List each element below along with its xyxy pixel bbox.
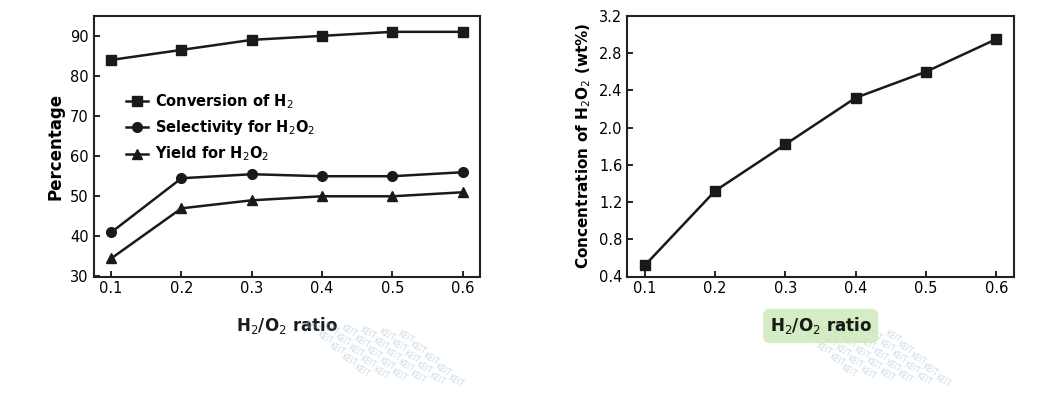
Text: KEIT: KEIT: [378, 356, 396, 372]
Yield for H$_2$O$_2$: [245, 198, 258, 203]
Conversion of H$_2$: [105, 58, 118, 62]
Conversion of H$_2$: [316, 34, 329, 38]
Yield for H$_2$O$_2$: [386, 194, 398, 199]
Selectivity for H$_2$O$_2$: [316, 174, 329, 179]
Text: KEIT: KEIT: [821, 332, 839, 348]
Line: Conversion of H$_2$: Conversion of H$_2$: [106, 27, 468, 65]
Text: KEIT: KEIT: [346, 343, 365, 359]
Text: KEIT: KEIT: [883, 358, 902, 374]
Selectivity for H$_2$O$_2$: [386, 174, 398, 179]
Text: KEIT: KEIT: [396, 358, 415, 374]
Text: KEIT: KEIT: [434, 362, 452, 378]
Selectivity for H$_2$O$_2$: [176, 176, 188, 181]
Text: KEIT: KEIT: [321, 321, 340, 337]
Y-axis label: Concentration of H$_2$O$_2$ (wt%): Concentration of H$_2$O$_2$ (wt%): [575, 23, 594, 269]
Text: KEIT: KEIT: [353, 334, 371, 350]
Text: KEIT: KEIT: [378, 327, 396, 343]
Text: KEIT: KEIT: [409, 369, 427, 385]
Text: KEIT: KEIT: [833, 343, 852, 359]
Conversion of H$_2$: [245, 38, 258, 42]
Line: Selectivity for H$_2$O$_2$: Selectivity for H$_2$O$_2$: [106, 167, 468, 237]
Text: KEIT: KEIT: [353, 363, 371, 379]
Text: KEIT: KEIT: [421, 351, 440, 367]
Conversion of H$_2$: [386, 30, 398, 34]
Text: KEIT: KEIT: [303, 319, 321, 335]
Text: KEIT: KEIT: [359, 325, 378, 341]
Selectivity for H$_2$O$_2$: [457, 170, 469, 175]
Legend: Conversion of H$_2$, Selectivity for H$_2$O$_2$, Yield for H$_2$O$_2$: Conversion of H$_2$, Selectivity for H$_…: [121, 87, 321, 169]
Text: KEIT: KEIT: [427, 371, 446, 387]
Text: KEIT: KEIT: [895, 340, 914, 356]
Text: KEIT: KEIT: [371, 365, 390, 381]
Text: KEIT: KEIT: [340, 352, 359, 368]
Text: KEIT: KEIT: [908, 351, 927, 367]
Text: KEIT: KEIT: [877, 367, 895, 383]
Text: KEIT: KEIT: [827, 352, 846, 368]
Text: KEIT: KEIT: [858, 336, 877, 352]
Text: KEIT: KEIT: [328, 341, 346, 357]
Text: KEIT: KEIT: [808, 321, 827, 337]
Text: KEIT: KEIT: [371, 336, 390, 352]
Yield for H$_2$O$_2$: [176, 206, 188, 211]
Text: KEIT: KEIT: [852, 345, 870, 361]
Text: KEIT: KEIT: [889, 349, 908, 365]
Text: KEIT: KEIT: [789, 319, 808, 335]
Text: H$_2$/O$_2$ ratio: H$_2$/O$_2$ ratio: [770, 315, 872, 337]
Text: KEIT: KEIT: [883, 329, 902, 345]
Text: KEIT: KEIT: [839, 363, 858, 379]
Text: KEIT: KEIT: [858, 365, 877, 381]
Text: KEIT: KEIT: [846, 354, 864, 370]
Text: KEIT: KEIT: [846, 325, 864, 341]
Text: KEIT: KEIT: [870, 347, 889, 363]
Y-axis label: Percentage: Percentage: [47, 92, 64, 200]
Text: KEIT: KEIT: [396, 329, 415, 345]
Text: KEIT: KEIT: [827, 323, 846, 339]
Yield for H$_2$O$_2$: [316, 194, 329, 199]
Text: KEIT: KEIT: [340, 323, 359, 339]
Conversion of H$_2$: [176, 47, 188, 52]
Text: KEIT: KEIT: [864, 327, 883, 343]
Selectivity for H$_2$O$_2$: [245, 172, 258, 177]
Text: KEIT: KEIT: [839, 334, 858, 350]
Text: KEIT: KEIT: [359, 354, 378, 370]
Text: KEIT: KEIT: [814, 341, 833, 357]
Text: KEIT: KEIT: [446, 373, 465, 389]
Text: KEIT: KEIT: [895, 369, 914, 385]
Text: KEIT: KEIT: [334, 332, 353, 348]
Text: KEIT: KEIT: [877, 338, 895, 354]
Text: KEIT: KEIT: [920, 362, 939, 378]
Text: KEIT: KEIT: [864, 356, 883, 372]
Text: KEIT: KEIT: [384, 347, 402, 363]
Text: KEIT: KEIT: [390, 338, 409, 354]
Conversion of H$_2$: [457, 30, 469, 34]
Text: H$_2$/O$_2$ ratio: H$_2$/O$_2$ ratio: [236, 315, 338, 337]
Text: KEIT: KEIT: [365, 345, 384, 361]
Text: KEIT: KEIT: [315, 330, 334, 346]
Text: KEIT: KEIT: [402, 349, 421, 365]
Text: KEIT: KEIT: [415, 360, 434, 376]
Yield for H$_2$O$_2$: [457, 190, 469, 195]
Text: KEIT: KEIT: [409, 340, 427, 356]
Text: KEIT: KEIT: [802, 330, 821, 346]
Yield for H$_2$O$_2$: [105, 256, 118, 261]
Text: KEIT: KEIT: [914, 371, 933, 387]
Text: KEIT: KEIT: [902, 360, 920, 376]
Text: KEIT: KEIT: [390, 367, 409, 383]
Text: KEIT: KEIT: [933, 373, 952, 389]
Selectivity for H$_2$O$_2$: [105, 230, 118, 235]
Text: H$_2$/O$_2$ ratio: H$_2$/O$_2$ ratio: [770, 315, 872, 337]
Line: Yield for H$_2$O$_2$: Yield for H$_2$O$_2$: [106, 187, 468, 263]
